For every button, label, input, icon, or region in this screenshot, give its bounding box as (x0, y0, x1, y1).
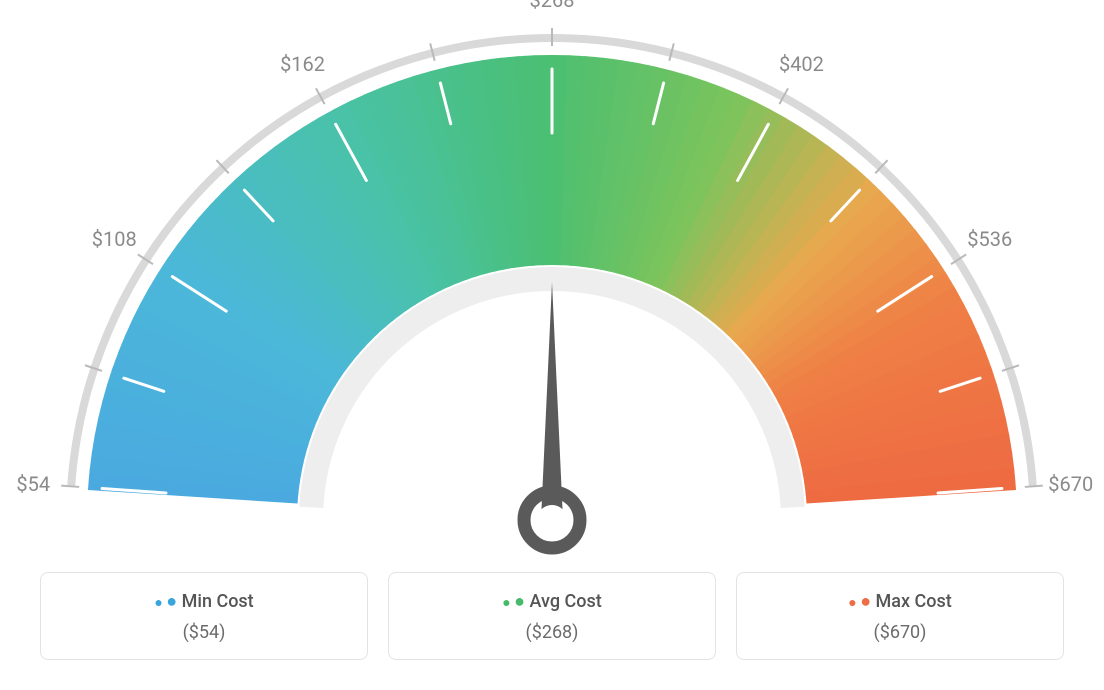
gauge-tick-label: $108 (92, 227, 137, 251)
gauge-svg (0, 0, 1104, 560)
gauge-tick-label: $54 (16, 472, 50, 496)
gauge-tick-label: $162 (280, 52, 325, 76)
gauge-tick-label: $670 (1048, 472, 1093, 496)
legend-card-avg: ● Avg Cost ($268) (388, 572, 716, 660)
gauge-needle (541, 282, 563, 520)
gauge-tick-label: $402 (779, 52, 824, 76)
legend-label-max: ● Max Cost (747, 591, 1053, 612)
legend-label-avg: ● Avg Cost (399, 591, 705, 612)
legend-card-min: ● Min Cost ($54) (40, 572, 368, 660)
legend-value-min: ($54) (51, 622, 357, 643)
legend-card-max: ● Max Cost ($670) (736, 572, 1064, 660)
legend-label-min: ● Min Cost (51, 591, 357, 612)
gauge-tick-label: $268 (530, 0, 575, 12)
legend-value-max: ($670) (747, 622, 1053, 643)
gauge-tick-label: $536 (967, 227, 1012, 251)
legend-row: ● Min Cost ($54) ● Avg Cost ($268) ● Max… (40, 572, 1064, 660)
legend-value-avg: ($268) (399, 622, 705, 643)
cost-gauge: $54 $108 $162 $268 $402 $536 $670 (0, 0, 1104, 560)
